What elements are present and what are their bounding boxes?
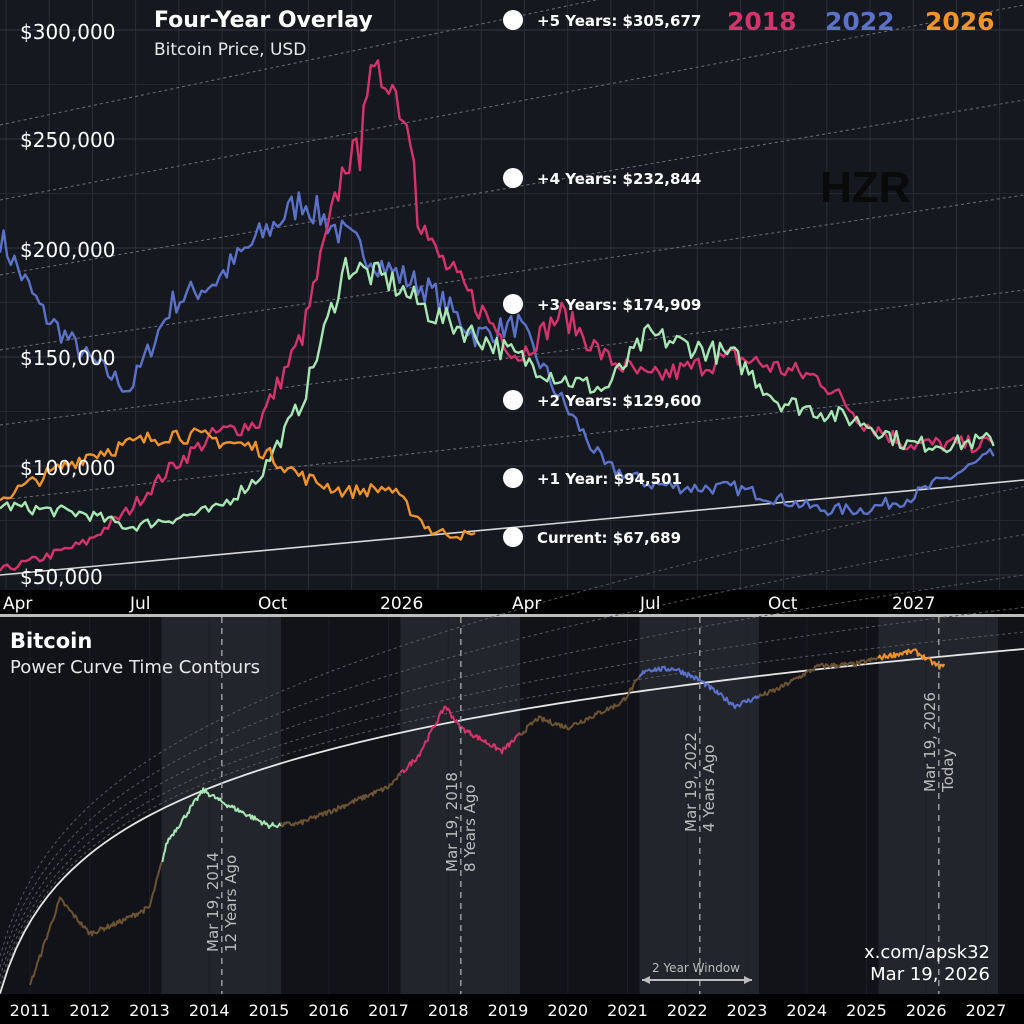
bottom-contour-line (0, 574, 1024, 977)
bottom-series-segment (161, 787, 282, 863)
bottom-year-bands (29, 617, 998, 994)
x-tick-label: 2026 (380, 594, 423, 614)
y-tick-label: $150,000 (20, 346, 115, 370)
marker-age-label: Today (939, 748, 957, 793)
watermark-logo: HZR (820, 163, 910, 212)
marker-date-label: Mar 19, 2018 (443, 772, 461, 872)
bottom-subtitle: Power Curve Time Contours (10, 657, 260, 678)
bottom-series-segment (519, 676, 641, 737)
legend-2022: 2022 (825, 7, 895, 36)
bottom-series-segment (877, 648, 946, 670)
bottom-x-tick-label: 2024 (786, 1001, 827, 1020)
bottom-x-tick-label: 2025 (846, 1001, 887, 1020)
marker-date-label: Mar 19, 2026 (921, 692, 939, 792)
bottom-x-tick-label: 2019 (488, 1001, 529, 1020)
bottom-contour-line (0, 631, 1024, 990)
bottom-x-tick-label: 2023 (727, 1001, 768, 1020)
y-tick-label: $250,000 (20, 128, 115, 152)
bottom-x-axis: 2011 2012 2013 2014 2015 2016 2017 2018 2019 2020… (10, 1001, 1007, 1020)
bottom-x-tick-label: 2026 (906, 1001, 947, 1020)
x-tick-label: Jul (129, 594, 151, 614)
bottom-contour-line (0, 534, 1024, 968)
annotation-label: +3 Years: $174,909 (537, 296, 701, 314)
top-axis-strip (0, 590, 1024, 614)
y-tick-label: $100,000 (20, 456, 115, 480)
annotation-dot (503, 390, 523, 410)
x-tick-label: 2027 (892, 594, 935, 614)
bottom-series-segment (280, 772, 402, 828)
bottom-contour-line (0, 486, 1024, 957)
marker-date-label: Mar 19, 2022 (682, 732, 700, 832)
top-series-group (0, 59, 995, 572)
marker-age-label: 12 Years Ago (222, 855, 240, 952)
bottom-series-segment (638, 665, 760, 710)
annotation-dot (503, 10, 523, 30)
bottom-x-tick-label: 2013 (129, 1001, 170, 1020)
panel-divider (0, 614, 1024, 617)
marker-date-label: Mar 19, 2014 (204, 852, 222, 952)
bottom-x-tick-label: 2021 (607, 1001, 648, 1020)
series-line-green (0, 256, 995, 532)
x-tick-label: Apr (512, 594, 541, 614)
top-y-axis: $300,000 $250,000 $200,000 $150,000 $100,000… (20, 20, 115, 589)
annotation-label: +2 Years: $129,600 (537, 392, 701, 410)
top-gridlines (0, 0, 1024, 590)
window-label: 2 Year Window (652, 961, 740, 975)
annotation-dot (503, 294, 523, 314)
bottom-contour-line (0, 606, 1024, 985)
y-tick-label: $200,000 (20, 238, 115, 262)
bottom-x-tick-label: 2015 (249, 1001, 290, 1020)
annotation-label: Current: $67,689 (537, 529, 681, 547)
power-contour-line (0, 194, 1024, 351)
legend-2026: 2026 (925, 7, 995, 36)
bottom-title: Bitcoin (10, 629, 92, 653)
annotation-dot (503, 168, 523, 188)
bottom-date-markers: Mar 19, 2014 12 Years Ago Mar 19, 2018 8 Ye… (204, 617, 957, 994)
marker-age-label: 8 Years Ago (461, 784, 479, 872)
series-line-2018 (0, 59, 995, 572)
annotation-label: +1 Year: $94,501 (537, 470, 682, 488)
series-line-2026 (0, 427, 476, 541)
top-subtitle: Bitcoin Price, USD (154, 40, 306, 60)
power-contour-line (0, 384, 1024, 501)
bottom-x-tick-label: 2012 (69, 1001, 110, 1020)
annotation-dot (503, 527, 523, 547)
power-contour-line (0, 99, 1024, 276)
bottom-x-tick-label: 2018 (428, 1001, 469, 1020)
x-tick-label: Oct (258, 594, 288, 614)
credit-handle: x.com/apsk32 (864, 942, 990, 963)
annotation-dot (503, 468, 523, 488)
bottom-x-tick-label: 2020 (547, 1001, 588, 1020)
bottom-x-tick-label: 2016 (308, 1001, 349, 1020)
annotation-label: +4 Years: $232,844 (537, 170, 701, 188)
window-arrow-right-head (744, 976, 752, 984)
top-title: Four-Year Overlay (154, 8, 373, 33)
window-arrow-left-head (642, 976, 650, 984)
marker-age-label: 4 Years Ago (700, 744, 718, 832)
x-tick-label: Oct (768, 594, 798, 614)
bottom-series-segment (29, 862, 163, 986)
legend-2018: 2018 (727, 7, 797, 36)
y-tick-label: $300,000 (20, 20, 115, 44)
bottom-x-tick-label: 2011 (10, 1001, 51, 1020)
top-annotations: +5 Years: $305,677 +4 Years: $232,844 +3 Y… (503, 10, 701, 547)
bottom-x-tick-label: 2017 (368, 1001, 409, 1020)
y-tick-label: $50,000 (20, 565, 103, 589)
bottom-x-tick-label: 2022 (667, 1001, 708, 1020)
annotation-label: +5 Years: $305,677 (537, 12, 701, 30)
credit-date: Mar 19, 2026 (870, 964, 990, 985)
top-x-axis: Apr Jul Oct 2026 Apr Jul Oct 2027 (3, 594, 935, 614)
bottom-axis-strip (0, 994, 1024, 1024)
bottom-series-segment (758, 656, 879, 699)
x-tick-label: Apr (3, 594, 32, 614)
bottom-x-tick-label: 2014 (189, 1001, 230, 1020)
x-tick-label: Jul (639, 594, 661, 614)
bottom-x-tick-label: 2027 (966, 1001, 1007, 1020)
